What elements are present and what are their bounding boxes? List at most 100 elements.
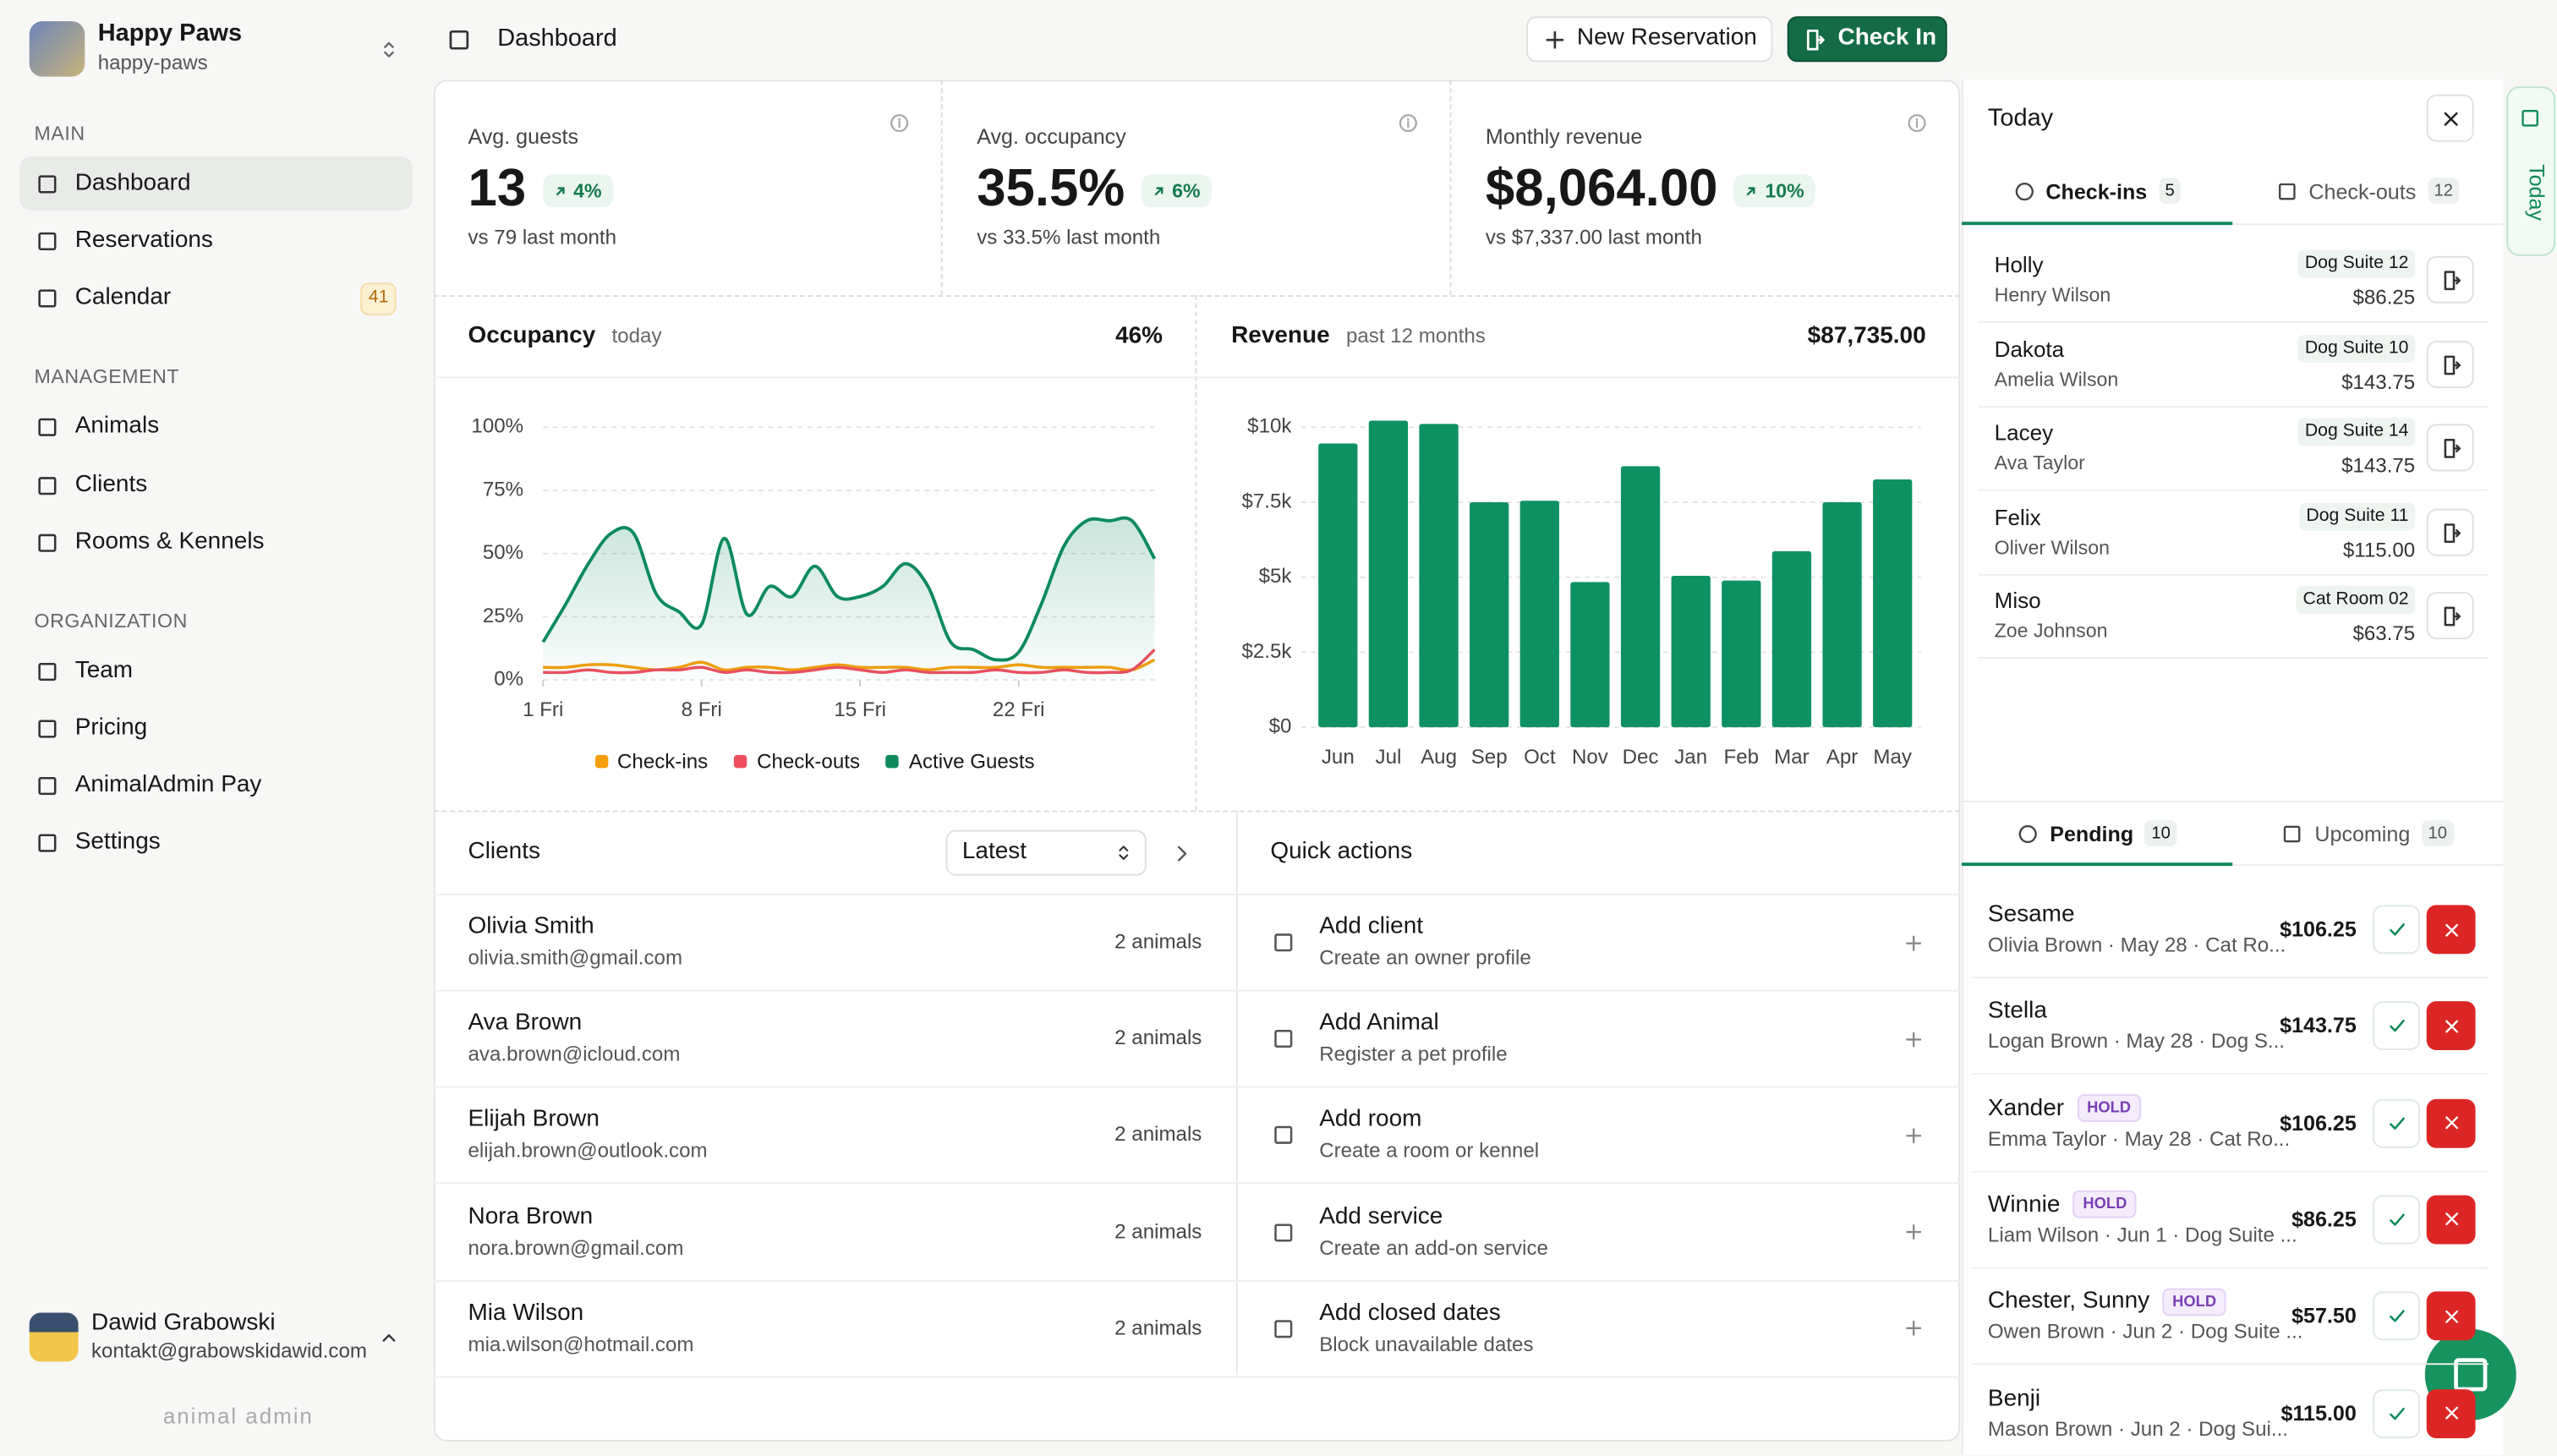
- user-name: Dawid Grabowski: [90, 1310, 276, 1337]
- client-row[interactable]: [433, 992, 1236, 1088]
- section-title: Quick actions: [1270, 838, 1413, 865]
- y-tick-label: 50%: [483, 541, 523, 564]
- icon: [2018, 824, 2037, 843]
- tab[interactable]: Pending 10: [1962, 813, 2232, 852]
- x-tick-label: 22 Fri: [993, 698, 1045, 721]
- icon-stroke: [2389, 923, 2404, 936]
- tab-label: Check-outs: [2308, 178, 2417, 204]
- guest-price: $143.75: [2341, 454, 2416, 478]
- bar: [1419, 424, 1459, 728]
- divider: [433, 893, 1961, 895]
- client-row[interactable]: [433, 1281, 1236, 1378]
- icon: [383, 41, 393, 57]
- client-row[interactable]: [433, 1088, 1236, 1185]
- icon-stroke: [381, 1333, 395, 1341]
- action-title: Add room: [1319, 1106, 1422, 1133]
- icon-stroke: [1905, 1224, 1921, 1240]
- icon: [1153, 186, 1163, 195]
- quick-action[interactable]: [1235, 1088, 1961, 1185]
- quick-action[interactable]: [1235, 895, 1961, 992]
- pending-name: Sesame: [1987, 901, 2075, 928]
- stat-row: 35.5% 6%: [977, 156, 1213, 218]
- main-card: [433, 79, 1961, 1442]
- y-tick-label: 0%: [494, 668, 523, 691]
- brand: animal admin: [162, 1404, 314, 1429]
- icon-stroke: [2443, 438, 2461, 458]
- icon: [1176, 845, 1186, 861]
- tab[interactable]: Check-ins 5: [1962, 171, 2232, 210]
- x-tick-label: Jul: [1376, 746, 1402, 769]
- panel-title: Today: [1987, 104, 2054, 133]
- quick-action[interactable]: [1235, 1281, 1961, 1378]
- nav-label: Calendar: [74, 284, 172, 311]
- icon: [448, 29, 468, 49]
- pending-price: $143.75: [2280, 1013, 2357, 1038]
- quick-action[interactable]: [1235, 1185, 1961, 1282]
- icon-stroke: [2389, 1213, 2404, 1226]
- icon: [1398, 113, 1416, 132]
- icon-stroke: [2443, 606, 2461, 627]
- tab[interactable]: Upcoming 10: [2232, 813, 2503, 852]
- checkin-button[interactable]: [2426, 255, 2474, 304]
- pending-price: $106.25: [2280, 917, 2357, 942]
- stat-row: 13 4%: [468, 156, 614, 218]
- checkin-row: [1978, 239, 2489, 323]
- approve-button[interactable]: [2373, 1388, 2420, 1438]
- icon-stroke: [2018, 824, 2037, 843]
- action-desc: Create an owner profile: [1319, 946, 1531, 970]
- action-title: Add client: [1319, 913, 1424, 940]
- nav-label: Reservations: [74, 227, 213, 254]
- action-title: Add closed dates: [1319, 1300, 1501, 1327]
- stat-note: vs 79 last month: [468, 226, 617, 249]
- tab[interactable]: Check-outs 12: [2232, 171, 2503, 210]
- divider: [1962, 864, 2504, 867]
- bar: [1519, 501, 1559, 728]
- client-row[interactable]: [433, 1185, 1236, 1282]
- pending-title: Chester, Sunny HOLD: [1988, 1285, 2226, 1318]
- approve-button[interactable]: [2373, 905, 2420, 955]
- pending-title: Stella: [1988, 995, 2047, 1028]
- icon-stroke: [38, 476, 57, 495]
- icon: [2443, 606, 2461, 627]
- client-row[interactable]: [433, 895, 1236, 992]
- client-email: nora.brown@gmail.com: [468, 1236, 684, 1260]
- quick-action[interactable]: [1235, 992, 1961, 1088]
- checkin-button[interactable]: [2426, 340, 2474, 388]
- sort-select[interactable]: [945, 829, 1147, 876]
- side-tab[interactable]: [2506, 86, 2556, 256]
- stat-note: vs 33.5% last month: [977, 226, 1161, 249]
- line-chart: 0% 25% 50% 75% 100% 1 Fri 8 Fri 15 Fri 22 Fri: [471, 415, 1157, 721]
- chart-header: Occupancy today: [468, 323, 661, 349]
- line: [541, 516, 1157, 662]
- stat-change-pill: 6%: [1141, 174, 1213, 207]
- divider: [940, 79, 943, 296]
- checkin-button[interactable]: [2426, 424, 2474, 472]
- room-pill: Dog Suite 10: [2298, 334, 2416, 363]
- legend: Check-ins Check-outs Active Guests: [434, 750, 1196, 773]
- icon: [1274, 1319, 1293, 1338]
- close-button[interactable]: [2426, 94, 2474, 142]
- icon: [2454, 1358, 2488, 1392]
- nav-label: Pricing: [74, 714, 148, 742]
- pending-name: Xander: [1987, 1095, 2065, 1122]
- icon: [1274, 1223, 1293, 1241]
- approve-button[interactable]: [2373, 1001, 2420, 1051]
- guest-price: $86.25: [2352, 286, 2416, 309]
- icon-stroke: [448, 29, 468, 49]
- nav-active-bg: [19, 156, 413, 211]
- approve-button[interactable]: [2373, 1291, 2420, 1341]
- button-new-reservation[interactable]: [1526, 16, 1773, 63]
- divider: [433, 295, 1961, 297]
- icon-stroke: [1274, 1223, 1293, 1241]
- approve-button[interactable]: [2373, 1098, 2420, 1147]
- approve-button[interactable]: [2373, 1195, 2420, 1245]
- bar: [1722, 580, 1761, 728]
- guest-owner: Ava Taylor: [1994, 451, 2085, 474]
- button-check-in[interactable]: [1787, 16, 1947, 63]
- tab-label: Upcoming: [2314, 821, 2411, 846]
- checkin-button[interactable]: [2426, 592, 2474, 639]
- checkin-button[interactable]: [2426, 507, 2474, 556]
- pending-detail: Liam Wilson · Jun 1 · Dog Suite ...: [1987, 1223, 2297, 1247]
- icon-stroke: [1905, 1321, 1921, 1337]
